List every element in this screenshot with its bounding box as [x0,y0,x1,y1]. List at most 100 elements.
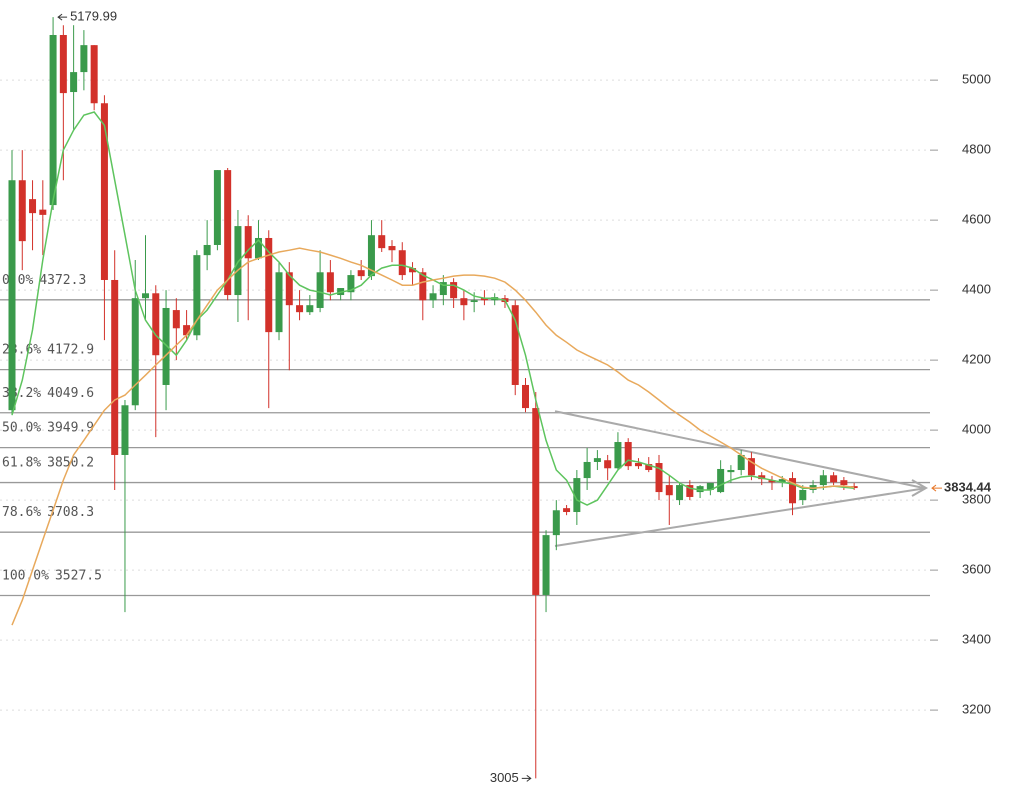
candle-body [347,275,355,293]
last-arrow [931,484,942,492]
level-label: 100.0% 3527.5 [2,568,102,583]
candle-body [367,235,375,277]
level-percent: 0.0% [2,272,33,287]
candle-body [121,405,129,455]
candle-body [285,272,293,306]
candle-body [80,45,88,73]
low-label: 3005 [490,770,519,785]
level-value: 3527.5 [55,568,102,583]
candle-body [49,34,57,206]
candle-body [706,482,714,490]
candle-body [634,463,642,467]
candle-body [768,480,776,483]
level-percent: 100.0% [2,568,49,583]
candle-body [758,475,766,480]
candle-body [686,485,694,497]
level-value: 3949.9 [47,420,94,435]
candle-body [254,237,262,259]
candle-body [18,180,26,242]
level-label: 50.0% 3949.9 [2,420,94,435]
y-tick-label: 4600 [962,212,991,227]
candle-body [439,282,447,296]
high-arrow [57,13,68,21]
y-tick-label: 3800 [962,492,991,507]
candle-body [717,468,725,493]
candle-body [419,272,427,301]
candle-body [624,442,632,467]
candle-body [378,235,386,249]
candle-body [296,305,304,313]
candle-body [665,485,673,496]
trend-arrowhead [911,479,929,497]
y-tick-label: 4400 [962,282,991,297]
candle-body [275,272,283,333]
candle-body [388,246,396,251]
candle-body [789,478,797,504]
y-tick-label: 3400 [962,632,991,647]
level-value: 4172.9 [47,342,94,357]
candle-body [819,475,827,486]
candle-body [326,272,334,293]
candle-body [573,478,581,513]
candle-body [470,300,478,303]
level-value: 3708.3 [47,505,94,520]
candle-body [398,250,406,276]
candle-body [224,170,232,296]
candle-body [244,226,252,259]
candle-body [183,325,191,336]
ma-line [11,247,855,626]
high-label: 5179.99 [70,9,117,24]
candle-body [696,486,704,493]
candle-body [480,298,488,301]
candle-body [265,237,273,333]
y-tick-label: 4200 [962,352,991,367]
candle-body [830,475,838,483]
candle-body [100,103,108,280]
candle-body [131,298,139,406]
candle-body [70,72,78,93]
candle-body [563,508,571,513]
level-value: 4372.3 [39,272,86,287]
candle-body [542,535,550,595]
candle-body [152,293,160,356]
candle-body [593,458,601,462]
candle-body [614,442,622,469]
candle-body [29,199,37,214]
y-tick-label: 3600 [962,562,991,577]
level-percent: 23.6% [2,342,41,357]
candle-body [522,384,529,409]
low-arrow [521,774,532,782]
candle-body [234,226,242,296]
candle-body [213,170,221,245]
y-tick-label: 4000 [962,422,991,437]
candle-body [8,180,16,411]
candle-body [306,305,314,313]
candle-body [59,34,67,94]
y-tick-label: 3200 [962,702,991,717]
candle-body [655,463,663,493]
candle-body [532,408,540,595]
trend-line [554,410,926,490]
candle-body [747,458,755,476]
candle-body [737,454,745,471]
candle-body [840,480,848,486]
candle-body [162,307,170,385]
candle-body [193,255,201,336]
candle-body [316,272,324,308]
candle-body [39,209,47,215]
last-price-label: 3834.44 [944,480,992,495]
candle-body [850,486,858,489]
candle-body [409,268,417,273]
candle-body [778,479,786,483]
level-percent: 38.2% [2,385,41,400]
y-tick-label: 4800 [962,142,991,157]
candle-body [799,489,807,501]
level-value: 4049.6 [47,385,94,400]
level-percent: 50.0% [2,420,41,435]
candle-body [172,310,180,329]
level-label: 61.8% 3850.2 [2,455,94,470]
level-percent: 61.8% [2,455,41,470]
candle-body [676,485,684,501]
candle-body [727,470,735,473]
